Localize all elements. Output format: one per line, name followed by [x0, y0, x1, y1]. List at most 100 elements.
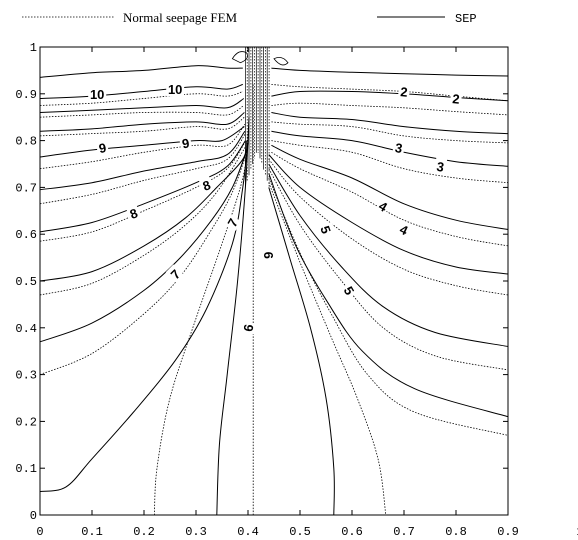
contour-label-background	[125, 203, 142, 222]
contour-label-background	[165, 264, 185, 283]
contour-label-background	[239, 320, 256, 335]
fem-contour-line	[39, 91, 243, 106]
sep-contour-line	[271, 130, 509, 167]
chart-legend: Normal seepage FEM SEP	[22, 10, 477, 26]
sep-contour-line	[268, 187, 335, 516]
sep-contour-line	[271, 112, 509, 135]
fem-contour-line	[39, 140, 247, 242]
fem-contour-line	[271, 140, 509, 184]
legend-label-sep: SEP	[455, 12, 477, 26]
contour-label: 2	[452, 91, 461, 107]
y-tick-label: 0.4	[15, 322, 37, 336]
y-tick-label: 0.9	[15, 88, 37, 102]
x-tick-label: 0.5	[289, 525, 311, 539]
x-tick-label: 0.8	[445, 525, 467, 539]
contour-label-background	[222, 213, 242, 231]
contour-label-background	[433, 157, 448, 175]
x-tick-label: 0.3	[185, 525, 207, 539]
y-tick-label: 1	[30, 41, 37, 55]
contour-label-background	[261, 249, 277, 261]
contour-lines	[39, 47, 509, 516]
axis-ticks: 00.10.20.30.40.50.60.70.80.9100.10.20.30…	[15, 41, 578, 539]
fem-contour-line	[39, 123, 246, 170]
contour-label: 2	[400, 84, 409, 100]
fem-contour-line	[39, 105, 245, 118]
fem-contour-line	[39, 149, 248, 375]
contour-label: 6	[240, 323, 256, 333]
x-tick-label: 0.6	[341, 525, 363, 539]
fem-contour-line	[271, 102, 509, 116]
contour-label-background	[95, 138, 110, 156]
fem-contour-line	[268, 182, 387, 516]
legend-label-fem: Normal seepage FEM	[123, 10, 238, 25]
contour-label-background	[88, 85, 107, 101]
contour-label: 5	[317, 224, 334, 236]
contour-label: 8	[201, 177, 213, 194]
contour-label-background	[396, 219, 413, 239]
sep-contour-line	[39, 140, 249, 493]
fem-contour-line	[268, 177, 509, 436]
contour-label-background	[392, 138, 406, 156]
x-tick-label: 0.7	[393, 525, 415, 539]
x-tick-label: 0.4	[237, 525, 259, 539]
sep-contour-line	[39, 112, 245, 132]
sep-contour-line	[39, 140, 247, 282]
y-tick-label: 0.3	[15, 369, 37, 383]
fem-contour-line	[268, 168, 509, 371]
contour-label: 8	[128, 205, 140, 222]
plot-border	[39, 46, 509, 516]
sep-contour-line	[39, 65, 243, 78]
contour-label-background	[178, 134, 193, 151]
fem-contour-line	[268, 159, 509, 296]
sep-contour-line	[39, 149, 248, 343]
fem-contour-line	[271, 151, 509, 247]
sep-contour-line	[271, 67, 509, 77]
contour-label: 9	[98, 140, 108, 156]
contour-label-background	[340, 281, 360, 299]
sep-contour-line	[271, 90, 509, 102]
sep-contour-line	[39, 130, 246, 191]
fem-contour-line	[39, 133, 246, 205]
sep-contour-line	[268, 173, 509, 418]
contour-label: 10	[90, 87, 104, 102]
sep-contour-line	[39, 140, 246, 233]
contour-label: 10	[168, 82, 182, 97]
contour-label: 3	[394, 140, 404, 156]
x-tick-label: 0.2	[133, 525, 155, 539]
source-loop-right	[273, 56, 289, 66]
sep-contour-line	[39, 98, 245, 113]
contour-label-background	[449, 90, 463, 106]
y-tick-label: 0.8	[15, 135, 37, 149]
plot-frame	[39, 46, 509, 516]
y-tick-label: 0.2	[15, 415, 37, 429]
contour-label-background	[166, 81, 185, 97]
x-tick-label: 1	[576, 525, 578, 539]
y-tick-label: 0.7	[15, 181, 37, 195]
fem-contour-line	[39, 145, 247, 296]
y-tick-label: 0	[30, 509, 37, 523]
fem-contour-line	[154, 131, 250, 516]
x-tick-label: 0.1	[81, 525, 103, 539]
contour-label-background	[374, 196, 392, 215]
x-tick-label: 0.9	[497, 525, 519, 539]
sep-contour-line	[39, 126, 245, 158]
source-loop-left	[231, 51, 248, 64]
sep-contour-line	[39, 83, 243, 99]
contour-label-background	[317, 221, 336, 238]
contour-label: 6	[261, 252, 276, 259]
sep-contour-line	[268, 154, 509, 275]
contour-label-background	[397, 83, 411, 99]
contour-label: 9	[181, 135, 191, 151]
sep-contour-line	[271, 144, 509, 230]
sep-contour-line	[268, 163, 509, 347]
contour-label: 3	[435, 159, 445, 175]
x-tick-label: 0	[36, 525, 43, 539]
contour-label-background	[198, 175, 214, 194]
y-tick-label: 0.6	[15, 228, 37, 242]
y-tick-label: 0.1	[15, 462, 37, 476]
fem-contour-line	[39, 116, 245, 137]
y-tick-label: 0.5	[15, 275, 37, 289]
